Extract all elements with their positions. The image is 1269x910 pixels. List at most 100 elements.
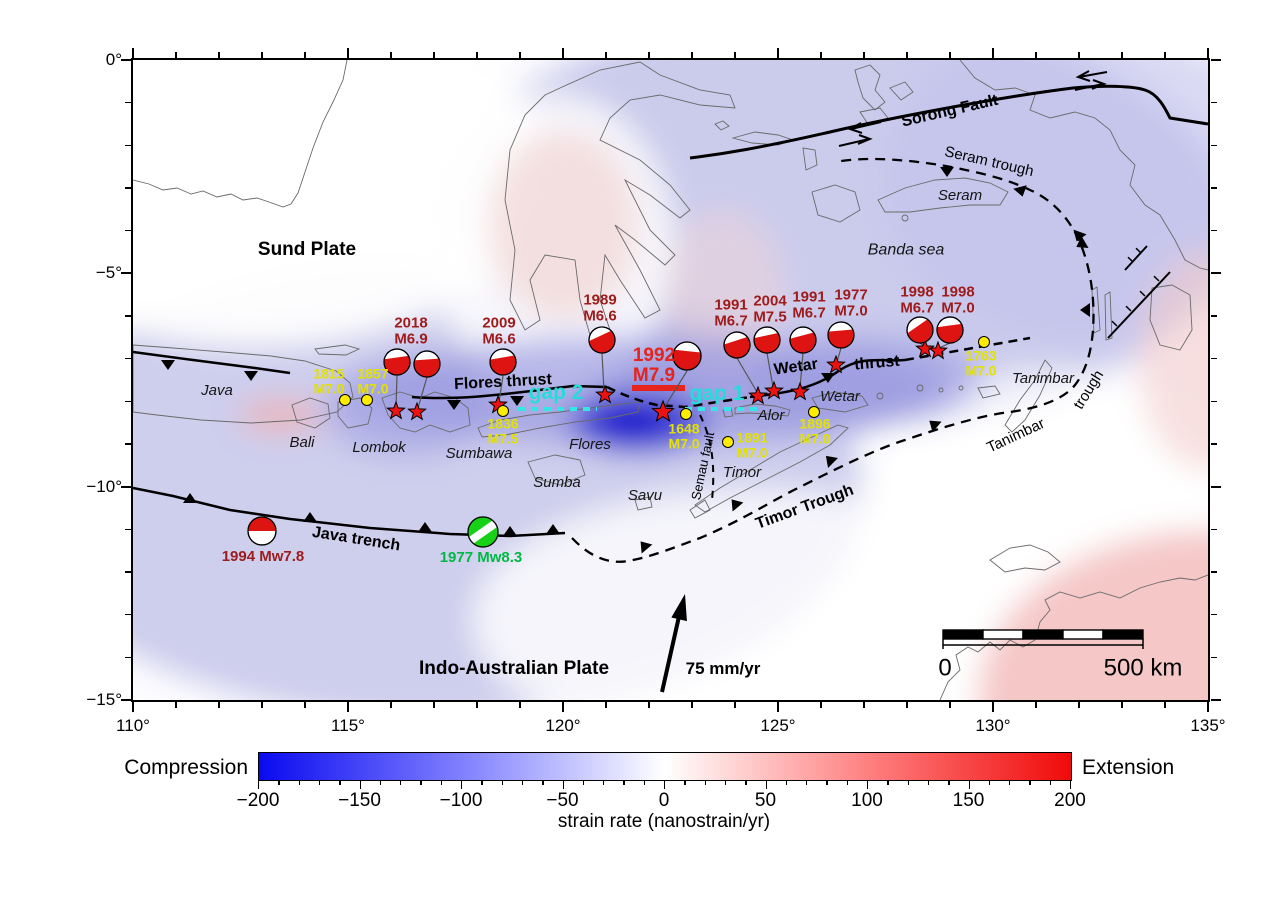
normal-fault-line [1107,245,1171,339]
y-axis-tick-label: −10° [86,476,122,496]
historic-epicenter-dot [497,405,509,417]
fault-lines [133,70,1208,563]
map-label: 75 mm/yr [685,659,761,679]
epicenter-star [407,401,427,421]
coast-sumba [527,454,586,486]
map-label: 1998 M6.7 [900,283,934,316]
epicenter-star [595,384,615,404]
colorbar-right-label: Extension [1082,756,1175,779]
map-label: Bali [289,434,315,452]
coast-new-guinea [959,60,1208,271]
colorbar-left-label: Compression [124,756,248,779]
coast-borneo [133,60,348,208]
map-label: 0 [938,654,952,682]
historic-epicenter-dot [722,436,734,448]
map-label: Alor [757,407,785,425]
focal-mechanism-thrust [588,326,616,354]
map-label: Java [201,382,233,400]
epicenter-star [651,399,675,423]
event-connector [736,357,758,393]
event-connector [498,375,504,403]
event-connector [938,342,951,349]
map-label: Banda sea [867,241,945,259]
map-label: 1977 Mw8.3 [439,549,523,567]
map-label: 1896 M7.0 [799,415,831,446]
map-label: 1815 M7.0 [313,365,345,396]
focal-mechanism-thrust [723,331,751,359]
map-label: 500 km [1103,654,1183,682]
strain-rate-map: Sund Plate Indo-Australian Plate 75 mm/yr J… [133,60,1208,700]
back-arc-thrust-line [133,350,291,375]
map-label: Timor Trough [753,481,856,533]
strike-slip-arrow [847,121,882,134]
map-canvas [133,60,1208,700]
epicenter-star [386,400,406,420]
colorbar-tick-label: −200 [236,790,280,811]
java-trench-line [133,486,566,538]
map-label: 1763 M7.0 [965,347,997,378]
trough-line [571,157,1095,563]
historic-epicenter-dot [978,336,990,348]
x-axis-tick-label: 130° [975,716,1011,735]
coast-java [133,344,354,424]
map-label: Wetar [772,355,819,379]
map-label: Seram trough [942,143,1036,181]
x-axis-tick-label: 120° [545,716,581,735]
map-label: 2009 M6.6 [482,314,516,347]
map-label: trough [1070,367,1108,413]
colorbar-tick-label: −50 [546,790,579,811]
coast-bali [291,397,331,429]
event-connector [417,376,428,409]
colorbar-tick-label: 0 [658,790,670,811]
map-label: Seram [937,187,983,205]
historic-epicenter-dot [680,408,692,420]
event-connector [601,352,605,392]
map-label: Sumbawa [445,445,513,463]
coast-seram [877,177,1009,222]
historic-epicenter-dot [808,406,820,418]
focal-mechanism-green-normal [467,516,499,548]
map-label: 2004 M7.5 [753,292,787,325]
map-label: Flores [569,436,611,454]
coast-australia [939,544,1208,700]
y-axis-tick-label: −5° [95,263,122,283]
event-connector [663,370,688,409]
map-label: 1991 M6.7 [792,288,826,321]
map-label: Java trench [310,523,402,555]
map-label: Savu [627,487,663,505]
x-axis-tick-label: 135° [1190,716,1226,735]
epicenter-star [764,380,784,400]
map-label: 1998 M7.0 [941,283,975,316]
coast-timor [694,424,849,513]
map-label: 1648 M7.0 [668,420,700,451]
colorbar-tick-label: −150 [338,790,381,811]
colorbar-tick-label: 100 [851,790,883,811]
map-frame [130,57,1210,702]
strain-field [133,60,1208,700]
epicenter-star [826,354,846,374]
map-label: Sorong Fault [899,91,1000,131]
map-label: 1977 M7.0 [834,286,868,319]
focal-mechanism-red-top [247,516,277,546]
plate-motion-arrow [660,594,687,693]
map-label: 1994 Mw7.8 [221,548,305,566]
focal-mechanism-thrust [383,348,411,376]
map-label: 1989 M6.6 [583,291,617,324]
rupture-1992-bar [632,385,685,391]
coast-buru [811,184,861,223]
map-label: 1891 M7.0 [736,429,768,460]
semau-fault-line [699,414,715,501]
colorbar-tick-label: 50 [754,790,777,811]
map-label: gap 2 [528,380,584,404]
map-labels: Sund Plate Indo-Australian Plate 75 mm/yr J… [133,60,1208,700]
sorong-fault-line [689,84,1208,160]
map-label: Wetar [820,388,860,406]
scale-bar [942,629,1144,649]
focal-mechanism-thrust [413,350,441,378]
colorbar-tick-label: −100 [439,790,483,811]
focal-mechanism-thrust [789,326,817,354]
map-label: gap 1 [689,381,745,405]
event-connector [799,352,804,389]
map-label: Sumba [533,474,581,492]
